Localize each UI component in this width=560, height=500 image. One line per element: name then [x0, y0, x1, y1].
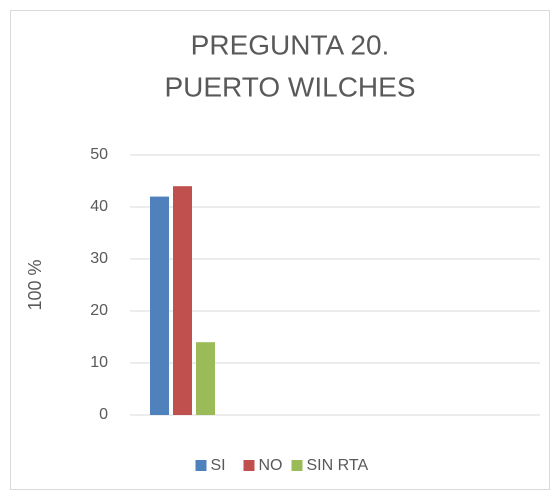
legend-label: SIN RTA [307, 457, 369, 474]
y-tick-label: 20 [90, 302, 108, 319]
bar [196, 342, 215, 415]
legend-swatch [243, 460, 255, 471]
chart-border [10, 10, 550, 490]
y-tick-label: 10 [90, 354, 108, 371]
legend-swatch [195, 460, 207, 471]
y-tick-label: 30 [90, 250, 108, 267]
y-tick-label: 0 [99, 406, 108, 423]
y-tick-label: 40 [90, 198, 108, 215]
y-axis-label: 100 % [25, 259, 45, 310]
chart-title: PREGUNTA 20. [191, 29, 390, 60]
bar [173, 186, 192, 415]
chart-title: PUERTO WILCHES [164, 71, 415, 102]
legend-swatch [291, 460, 303, 471]
bar [150, 196, 169, 415]
legend-label: NO [259, 457, 283, 474]
y-tick-label: 50 [90, 146, 108, 163]
legend-label: SI [211, 457, 226, 474]
